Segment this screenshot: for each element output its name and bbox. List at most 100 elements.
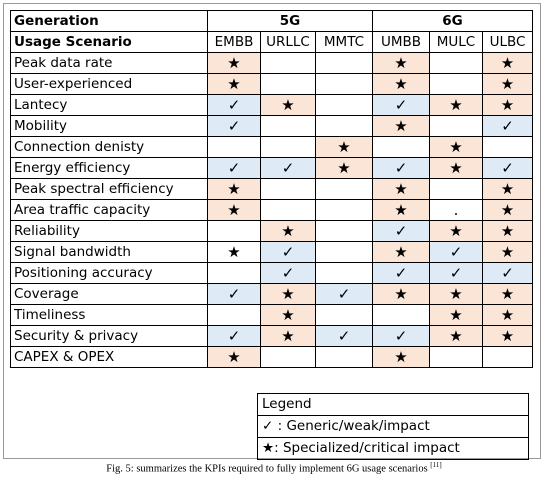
- table-cell: [315, 220, 373, 242]
- table-cell: ✓: [372, 94, 430, 116]
- table-cell: ★: [482, 94, 533, 116]
- table-cell: ✓: [372, 325, 430, 347]
- table-cell: ★: [482, 220, 533, 242]
- table-row: User-experienced ★ ★ ★: [10, 73, 533, 95]
- table-cell: ★: [372, 346, 430, 368]
- row-label: Security & privacy: [10, 325, 208, 347]
- table-cell: ★: [372, 73, 430, 95]
- table-cell: ★: [482, 325, 533, 347]
- table-cell: [260, 115, 316, 137]
- table-row: Lantecy ✓ ★ ✓ ★ ★: [10, 94, 533, 116]
- table-cell: ★: [429, 325, 483, 347]
- table-cell: ✓: [207, 94, 261, 116]
- row-label: CAPEX & OPEX: [10, 346, 208, 368]
- table-cell: ✓: [429, 262, 483, 284]
- table-cell: ★: [372, 241, 430, 263]
- table-cell: [429, 115, 483, 137]
- table-cell: [429, 346, 483, 368]
- subheader-cell: UMBB: [372, 31, 430, 53]
- table-row: Area traffic capacity ★ ★. ★: [10, 199, 533, 221]
- row-label: User-experienced: [10, 73, 208, 95]
- table-cell: ✓: [260, 241, 316, 263]
- table-cell: [429, 52, 483, 74]
- table-cell: ✓: [482, 262, 533, 284]
- table-cell: [260, 199, 316, 221]
- table-cell: ✓: [372, 220, 430, 242]
- table-cell: ★: [207, 52, 261, 74]
- table-cell: ★: [260, 220, 316, 242]
- table-cell: [315, 199, 373, 221]
- table-cell: ★: [482, 241, 533, 263]
- table-cell: ★: [260, 325, 316, 347]
- table-cell: ✓: [315, 325, 373, 347]
- row-label: Timeliness: [10, 304, 208, 326]
- table-row: Signal bandwidth ★ ✓ ★ ✓ ★: [10, 241, 533, 263]
- table-cell: [207, 304, 261, 326]
- table-cell: ★: [429, 283, 483, 305]
- table-cell: ★: [207, 178, 261, 200]
- table-cell: [315, 241, 373, 263]
- table-row: Mobility ✓ ★ ✓: [10, 115, 533, 137]
- caption-text: Fig. 5: summarizes the KPIs required to …: [106, 463, 431, 475]
- table-cell: ✓: [482, 157, 533, 179]
- table-cell: ★: [482, 178, 533, 200]
- table-cell: ★: [260, 94, 316, 116]
- table-cell: [315, 346, 373, 368]
- table-row: Timeliness ★ ★ ★: [10, 304, 533, 326]
- kpi-table: Generation 5G 6G Usage Scenario EMBB URLLC…: [10, 10, 533, 368]
- table-cell: [315, 52, 373, 74]
- table-cell: ★: [207, 241, 261, 263]
- table-body: Generation 5G 6G Usage Scenario EMBB URLLC…: [10, 10, 533, 368]
- table-cell: [260, 136, 316, 158]
- table-cell: ★: [482, 283, 533, 305]
- legend-item: ★: Specialized/critical impact: [258, 437, 528, 459]
- table-cell: ★: [429, 220, 483, 242]
- table-cell: [315, 73, 373, 95]
- table-cell: ★: [315, 136, 373, 158]
- table-cell: ✓: [372, 157, 430, 179]
- table-cell: ★: [372, 52, 430, 74]
- table-cell: [207, 136, 261, 158]
- table-cell: ✓: [315, 283, 373, 305]
- row-label: Mobility: [10, 115, 208, 137]
- table-row: CAPEX & OPEX ★ ★: [10, 346, 533, 368]
- row-label: Energy efficiency: [10, 157, 208, 179]
- table-cell: [315, 94, 373, 116]
- row-label: Area traffic capacity: [10, 199, 208, 221]
- table-cell: [260, 52, 316, 74]
- table-cell: ★: [482, 52, 533, 74]
- header-cell: 6G: [372, 10, 533, 32]
- header-row: Generation 5G 6G: [10, 10, 533, 32]
- subheader-row: Usage Scenario EMBB URLLC MMTC UMBB MULC ULBC: [10, 31, 533, 53]
- table-cell: ✓: [482, 115, 533, 137]
- table-cell: ✓: [429, 241, 483, 263]
- row-label: Coverage: [10, 283, 208, 305]
- subheader-cell: Usage Scenario: [10, 31, 208, 53]
- table-cell: [315, 178, 373, 200]
- table-row: Connection denisty ★ ★: [10, 136, 533, 158]
- table-cell: ✓: [207, 157, 261, 179]
- table-row: Reliability ★ ✓ ★ ★: [10, 220, 533, 242]
- row-label: Lantecy: [10, 94, 208, 116]
- table-cell: [315, 304, 373, 326]
- table-cell: ✓: [207, 283, 261, 305]
- table-cell: [260, 73, 316, 95]
- table-cell: ★: [429, 136, 483, 158]
- row-label: Positioning accuracy: [10, 262, 208, 284]
- table-cell: ★: [372, 199, 430, 221]
- frame: [3, 3, 541, 459]
- row-label: Peak data rate: [10, 52, 208, 74]
- subheader-cell: ULBC: [482, 31, 533, 53]
- table-cell: ★: [207, 346, 261, 368]
- table-cell: ✓: [372, 262, 430, 284]
- table-cell: ✓: [260, 157, 316, 179]
- table-cell: ✓: [260, 262, 316, 284]
- table-row: Energy efficiency ✓ ✓ ★ ✓ ★ ✓: [10, 157, 533, 179]
- table-cell: ✓: [207, 325, 261, 347]
- table-cell: ★: [372, 283, 430, 305]
- subheader-cell: MMTC: [315, 31, 373, 53]
- row-label: Reliability: [10, 220, 208, 242]
- table-cell: ★: [372, 178, 430, 200]
- row-label: Connection denisty: [10, 136, 208, 158]
